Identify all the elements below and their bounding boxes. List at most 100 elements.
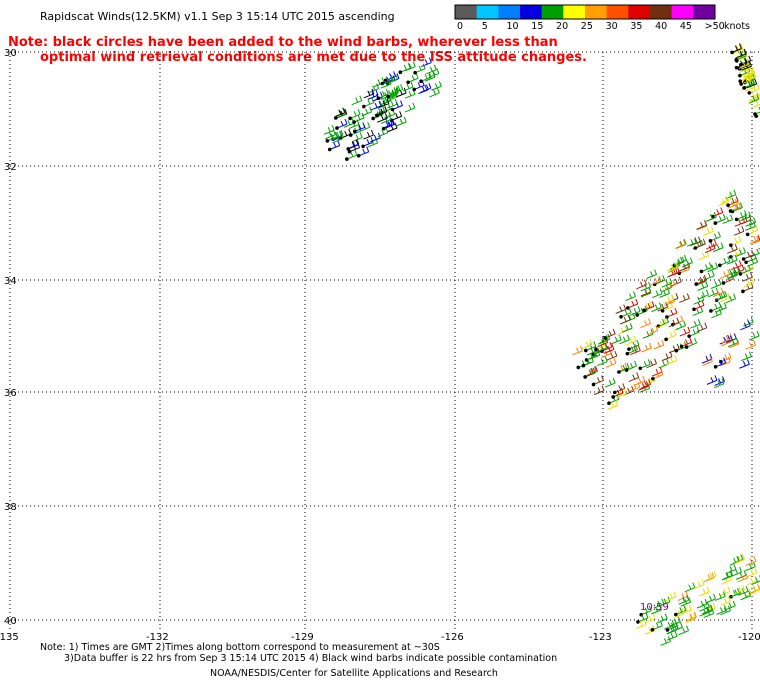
colorbar-label: 15	[531, 21, 543, 32]
wind-barb	[641, 342, 652, 353]
wind-barb	[351, 95, 363, 106]
wind-barb	[746, 575, 758, 586]
wind-barb	[703, 608, 715, 619]
wind-barb	[739, 74, 752, 86]
wind-barb	[734, 554, 745, 565]
wind-barb	[348, 139, 360, 149]
wind-barb	[696, 322, 708, 333]
colorbar-label: 35	[630, 21, 642, 32]
wind-barb	[737, 572, 749, 583]
wind-barb	[716, 605, 727, 615]
wind-barb	[679, 326, 691, 337]
wind-barb	[668, 317, 680, 328]
wind-barb	[593, 385, 605, 396]
wind-barb	[710, 207, 724, 219]
wind-barb	[718, 196, 730, 207]
wind-barb	[661, 351, 673, 362]
colorbar-swatch	[585, 5, 608, 19]
wind-barb	[713, 213, 726, 225]
note-line-1: Note: black circles have been added to t…	[8, 35, 558, 50]
wind-barb	[742, 67, 753, 78]
wind-barb	[390, 100, 403, 112]
wind-barb	[675, 239, 687, 250]
wind-barb	[363, 129, 374, 140]
latitude-label: 30	[4, 48, 17, 59]
wind-barb	[611, 387, 624, 399]
latitude-labels: 30 32 34 36 38 40	[4, 48, 17, 627]
wind-barb	[663, 294, 675, 305]
map-title: Rapidscat Winds(12.5KM) v1.1 Sep 3 15:14…	[40, 10, 395, 23]
wind-barb	[619, 314, 631, 325]
wind-barb	[665, 307, 678, 319]
wind-barb	[402, 81, 414, 92]
wind-barb	[748, 94, 760, 104]
wind-barb	[729, 247, 742, 259]
wind-barb	[581, 339, 593, 349]
wind-barb	[725, 600, 736, 611]
wind-barb	[679, 337, 693, 349]
longitude-label: -135	[0, 632, 19, 643]
wind-barb	[650, 620, 663, 632]
wind-barb	[739, 359, 750, 369]
wind-barb	[615, 304, 627, 314]
wind-barb	[692, 300, 705, 312]
wind-barb	[726, 254, 738, 265]
wind-barb	[698, 289, 709, 300]
wind-barb	[363, 88, 375, 99]
wind-barb	[630, 345, 641, 356]
wind-barb	[697, 281, 709, 291]
wind-barb	[413, 63, 426, 75]
wind-barb	[745, 225, 759, 237]
wind-barb	[686, 611, 697, 622]
wind-barb	[729, 268, 740, 278]
colorbar-label: 20	[556, 21, 568, 32]
colorbar-unit: knots	[724, 21, 750, 32]
wind-barb	[616, 325, 628, 336]
wind-barb	[625, 298, 639, 310]
colorbar-swatch	[650, 5, 673, 19]
wind-barb	[424, 71, 436, 82]
wind-barb	[323, 125, 335, 135]
wind-barb	[377, 113, 388, 123]
wind-barb	[380, 78, 392, 89]
wind-barb	[742, 271, 753, 282]
wind-barb	[426, 64, 437, 75]
wind-barb	[640, 379, 652, 389]
wind-barb	[746, 567, 758, 578]
wind-barb	[727, 337, 739, 348]
wind-barb	[600, 341, 613, 353]
wind-barb	[665, 620, 678, 632]
wind-barb	[713, 357, 727, 369]
wind-barb	[647, 325, 659, 336]
wind-barb	[646, 269, 658, 279]
wind-barb	[642, 329, 654, 339]
wind-barb	[638, 359, 651, 371]
wind-barb	[612, 383, 626, 395]
wind-barb	[597, 356, 608, 367]
wind-barb	[348, 109, 361, 121]
colorbar-swatch	[520, 5, 543, 19]
wind-barb	[345, 149, 358, 161]
wind-barb	[640, 281, 652, 292]
wind-barb	[738, 264, 751, 276]
wind-barb	[376, 89, 389, 101]
wind-barb	[727, 244, 738, 254]
wind-barb	[625, 335, 637, 346]
wind-barb	[726, 333, 737, 344]
wind-barb	[708, 231, 721, 243]
footer-note-1: Note: 1) Times are GMT 2)Times along bot…	[40, 642, 440, 653]
wind-barb	[651, 288, 663, 299]
wind-barb	[739, 55, 752, 67]
wind-barb	[693, 579, 705, 590]
wind-barb	[727, 269, 738, 280]
wind-barb	[676, 254, 687, 265]
wind-barb	[356, 146, 370, 158]
wind-barb	[721, 570, 733, 581]
wind-barb	[619, 334, 630, 345]
wind-barb	[646, 358, 657, 369]
wind-barb	[634, 375, 646, 386]
wind-barb	[693, 238, 706, 250]
wind-barb	[748, 330, 760, 341]
wind-barb	[674, 605, 687, 617]
wind-barb	[625, 344, 638, 356]
